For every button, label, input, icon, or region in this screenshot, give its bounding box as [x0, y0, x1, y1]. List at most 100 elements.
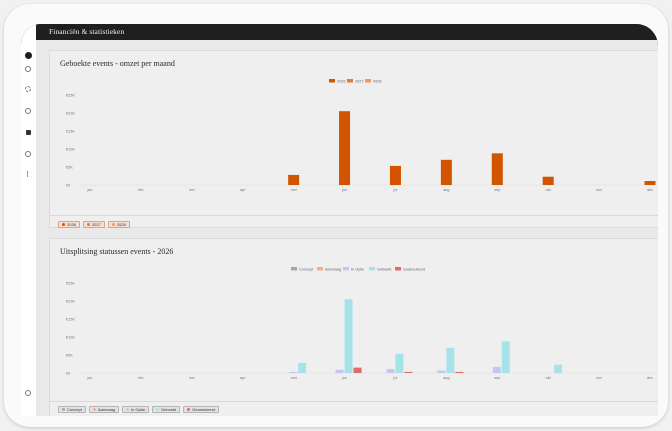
filter-chip-geboekt[interactable]: Geboekt — [152, 406, 181, 413]
bar-in-optie-jun[interactable] — [335, 369, 344, 373]
help-icon[interactable] — [25, 390, 31, 396]
year-filters: 2026 2027 2028 — [58, 221, 130, 228]
bar-2026-dec[interactable] — [644, 181, 656, 185]
filter-dot-icon — [111, 223, 115, 226]
filter-label: Geboekt — [161, 407, 177, 412]
filter-chip-2027[interactable]: 2027 — [82, 221, 105, 228]
bar-geboekt-okt[interactable] — [554, 364, 563, 373]
bar-in-optie-sep[interactable] — [492, 366, 501, 373]
x-tick-label-jun: jun — [341, 376, 347, 380]
bar-2026-sep[interactable] — [491, 153, 503, 185]
bar-geannuleerd-jul[interactable] — [404, 371, 413, 373]
filter-chip-aanvraag[interactable]: Aanvraag — [88, 406, 120, 413]
x-tick-label-apr: apr — [240, 376, 246, 380]
x-tick-label-mrt: mrt — [189, 188, 195, 192]
x-tick-label-aug: aug — [443, 376, 449, 380]
y-tick-label: €15K — [66, 318, 75, 322]
filter-dot-icon — [92, 408, 96, 411]
dashboard-icon[interactable] — [25, 52, 32, 59]
x-tick-label-jun: jun — [341, 188, 347, 192]
clock-icon[interactable] — [27, 171, 29, 177]
legend-swatch-geannuleerd — [395, 267, 401, 271]
bar-geboekt-sep[interactable] — [501, 341, 510, 373]
bar-2026-okt[interactable] — [542, 176, 554, 185]
filter-chip-2026[interactable]: 2026 — [58, 221, 80, 228]
y-tick-label: €0 — [66, 184, 70, 188]
status-panel: Uitsplitsing statussen events - 2026 Con… — [49, 238, 658, 416]
bar-2026-jul[interactable] — [389, 165, 401, 185]
bar-2026-jun[interactable] — [339, 111, 351, 185]
revenue-panel-title: Geboekte events - omzet per maand — [60, 59, 175, 68]
y-tick-label: €20K — [66, 300, 75, 304]
bar-geboekt-mei[interactable] — [298, 362, 307, 373]
legend-swatch-aanvraag — [317, 267, 323, 271]
legend-label-geboekt: Geboekt — [377, 268, 392, 272]
x-tick-label-apr: apr — [240, 188, 246, 192]
page-title: Financiën & statistieken — [49, 27, 125, 36]
filter-chip-2028[interactable]: 2028 — [107, 221, 130, 228]
legend-swatch-geboekt — [369, 267, 375, 271]
status-chart: Concept Aanvraag In Optie Geboekt Geannuleer… — [66, 267, 658, 380]
filter-dot-icon — [86, 223, 90, 226]
legend-swatch-2028 — [365, 79, 371, 83]
status-filters: Concept Aanvraag In Optie Geboekt Geannuleer… — [58, 406, 220, 413]
users-icon[interactable] — [25, 86, 31, 92]
legend-label-2028: 2028 — [373, 80, 381, 84]
bar-geboekt-aug[interactable] — [446, 347, 455, 373]
legend-label-geannuleerd: Geannuleerd — [403, 268, 425, 272]
device-frame: Financiën & statistieken Geboekte events… — [4, 4, 668, 427]
y-tick-label: €20K — [66, 112, 75, 116]
filter-dot-icon — [62, 408, 65, 411]
y-tick-label: €25K — [66, 94, 75, 98]
x-tick-label-mrt: mrt — [189, 376, 195, 380]
filter-label: 2026 — [67, 222, 76, 227]
chart-icon[interactable] — [26, 130, 31, 135]
x-tick-label-okt: okt — [546, 188, 552, 192]
y-tick-label: €0 — [66, 372, 70, 376]
x-tick-label-jul: jul — [393, 376, 398, 380]
bar-in-optie-mei[interactable] — [289, 371, 298, 373]
top-bar: Financiën & statistieken — [36, 24, 658, 40]
panel-divider — [50, 401, 658, 402]
legend-swatch-2026 — [329, 79, 335, 83]
calendar-icon[interactable] — [25, 66, 31, 72]
y-tick-label: €10K — [66, 148, 75, 152]
legend-label-2026: 2026 — [337, 80, 345, 84]
filter-label: Geannuleerd — [192, 407, 216, 412]
filter-chip-in-optie[interactable]: In Optie — [122, 406, 150, 413]
app-screen: Financiën & statistieken Geboekte events… — [21, 24, 658, 416]
y-tick-label: €10K — [66, 336, 75, 340]
bar-geboekt-jul[interactable] — [395, 353, 404, 373]
bar-2026-mei[interactable] — [288, 174, 300, 185]
filter-label: Concept — [67, 407, 82, 412]
legend-label-in-optie: In Optie — [351, 268, 364, 272]
y-tick-label: €5K — [66, 354, 73, 358]
legend-label-aanvraag: Aanvraag — [325, 268, 341, 272]
filter-chip-geannuleerd[interactable]: Geannuleerd — [183, 406, 220, 413]
bar-in-optie-aug[interactable] — [437, 370, 446, 373]
main-content: Geboekte events - omzet per maand 2026 20… — [36, 40, 658, 416]
y-tick-label: €25K — [66, 282, 75, 286]
bar-2026-aug[interactable] — [440, 159, 452, 185]
x-tick-label-sep: sep — [494, 188, 500, 192]
invoice-icon[interactable] — [25, 151, 31, 157]
bar-in-optie-jul[interactable] — [386, 369, 395, 373]
x-tick-label-jan: jan — [86, 188, 92, 192]
filter-chip-concept[interactable]: Concept — [58, 406, 86, 413]
bar-geboekt-jun[interactable] — [344, 299, 353, 373]
x-tick-label-dec: dec — [647, 376, 653, 380]
x-tick-label-feb: feb — [138, 188, 143, 192]
x-tick-label-aug: aug — [443, 188, 449, 192]
bar-geannuleerd-jun[interactable] — [353, 367, 362, 373]
x-tick-label-sep: sep — [494, 376, 500, 380]
x-tick-label-okt: okt — [546, 376, 552, 380]
filter-label: 2028 — [116, 222, 126, 227]
revenue-panel: Geboekte events - omzet per maand 2026 20… — [49, 50, 658, 228]
bar-geannuleerd-aug[interactable] — [455, 371, 464, 373]
settings-icon[interactable] — [25, 108, 31, 114]
filter-dot-icon — [156, 408, 160, 411]
filter-dot-icon — [187, 408, 191, 411]
filter-label: 2027 — [91, 222, 101, 227]
filter-label: In Optie — [131, 407, 146, 412]
y-tick-label: €15K — [66, 130, 75, 134]
